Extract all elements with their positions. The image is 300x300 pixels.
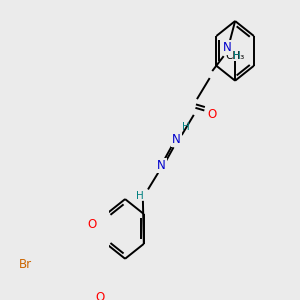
Text: N: N — [157, 159, 166, 172]
Text: O: O — [95, 291, 105, 300]
Text: O: O — [207, 107, 216, 121]
Text: N: N — [223, 41, 232, 54]
Text: H: H — [182, 122, 189, 132]
Text: Br: Br — [18, 257, 32, 271]
Text: O: O — [88, 218, 97, 231]
Text: H: H — [232, 51, 240, 61]
Text: CH₃: CH₃ — [226, 51, 245, 61]
Text: H: H — [136, 191, 144, 202]
Text: N: N — [172, 133, 181, 146]
